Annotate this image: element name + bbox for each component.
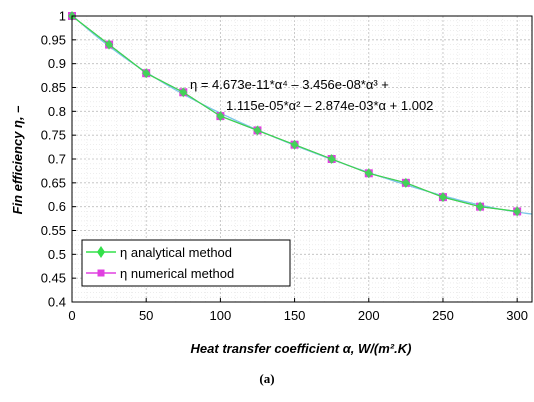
- data-point-diamond: [290, 139, 299, 150]
- legend-marker-analytical-icon: [97, 246, 105, 258]
- y-tick-label: 0.4: [48, 295, 66, 310]
- y-tick-label: 0.85: [41, 80, 66, 95]
- data-point-diamond: [216, 111, 225, 122]
- data-point-diamond: [179, 87, 188, 98]
- y-axis-label: Fin efficiency η, –: [10, 106, 25, 215]
- data-point-diamond: [401, 177, 410, 188]
- y-tick-label: 0.95: [41, 32, 66, 47]
- y-tick-label: 0.55: [41, 223, 66, 238]
- y-tick-label: 0.65: [41, 175, 66, 190]
- x-tick-label: 300: [506, 308, 528, 323]
- fit-equation-line-2: 1.115e-05*α² – 2.874e-03*α + 1.002: [226, 98, 433, 113]
- x-axis-ticks: 0 50 100 150 200 250 300: [68, 298, 528, 323]
- data-point-diamond: [513, 206, 522, 217]
- data-point-diamond: [105, 39, 114, 50]
- y-tick-label: 0.9: [48, 56, 66, 71]
- data-point-diamond: [253, 125, 262, 136]
- data-point-diamond: [142, 68, 151, 79]
- data-point-diamond: [476, 201, 485, 212]
- x-axis-label: Heat transfer coefficient α, W/(m².K): [191, 341, 412, 356]
- x-tick-label: 0: [68, 308, 75, 323]
- legend-label-analytical: η analytical method: [120, 245, 232, 260]
- y-tick-label: 0.7: [48, 152, 66, 167]
- y-tick-label: 0.8: [48, 104, 66, 119]
- x-tick-label: 150: [284, 308, 306, 323]
- x-tick-label: 250: [432, 308, 454, 323]
- y-tick-label: 0.45: [41, 271, 66, 286]
- x-tick-label: 200: [358, 308, 380, 323]
- y-tick-label: 0.5: [48, 247, 66, 262]
- data-point-diamond: [327, 154, 336, 164]
- legend-label-numerical: η numerical method: [120, 266, 234, 281]
- y-tick-label: 0.75: [41, 128, 66, 143]
- y-axis-ticks: 0.4 0.45 0.5 0.55 0.6 0.65 0.7 0.75 0.8 0.85 0.9 0.…: [41, 9, 76, 310]
- legend: η analytical method η numerical method: [81, 239, 291, 287]
- x-tick-label: 100: [210, 308, 232, 323]
- y-tick-label: 0.6: [48, 199, 66, 214]
- fit-equation-line-1: η = 4.673e-11*α⁴ – 3.456e-08*α³ +: [190, 77, 389, 92]
- data-point-diamond: [364, 168, 373, 179]
- legend-marker-numerical-icon: [97, 269, 105, 277]
- x-tick-label: 50: [139, 308, 153, 323]
- efficiency-chart: 0 50 100 150 200 250 300 0.4 0.45 0.5 0.55 0.6 0.65…: [10, 9, 533, 356]
- legend-box: [81, 239, 291, 287]
- data-point-diamond: [438, 192, 447, 203]
- y-tick-label: 1: [59, 9, 66, 24]
- figure-caption: (a): [259, 371, 275, 386]
